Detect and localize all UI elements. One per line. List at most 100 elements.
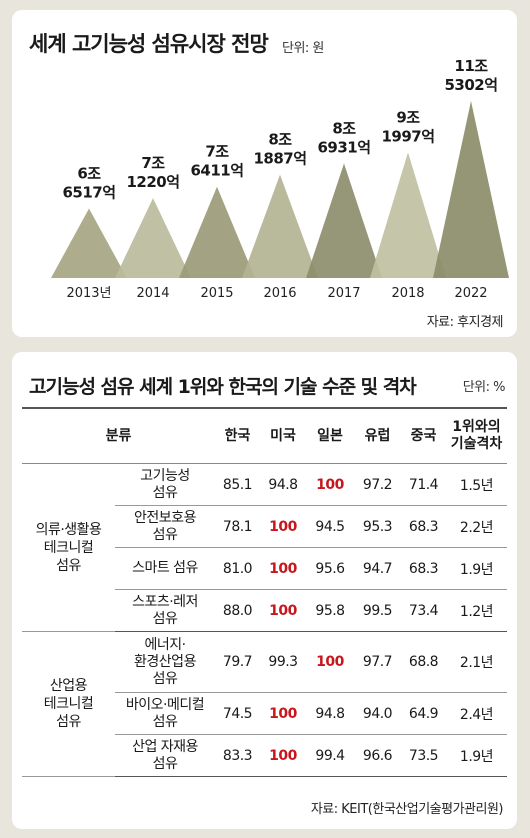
cell-usa: 100 (260, 734, 306, 777)
category-label: 안전보호용 섬유 (115, 505, 215, 548)
value-label-5-1: 1997억 (381, 127, 434, 145)
cell-china: 68.8 (401, 631, 446, 693)
cell-japan: 94.8 (306, 692, 354, 735)
cell-gap: 2.2년 (446, 505, 507, 548)
category-label: 스마트 섬유 (115, 547, 215, 590)
group-label-line: 섬유 (56, 557, 81, 574)
area-peak-5 (370, 152, 446, 278)
cell-europe: 95.3 (354, 505, 401, 548)
cell-japan: 95.8 (306, 589, 354, 632)
x-tick-label-4: 2017 (327, 286, 360, 301)
cell-usa: 100 (260, 692, 306, 735)
cell-usa: 100 (260, 547, 306, 590)
value-label-0-1: 6517억 (62, 184, 115, 202)
area-peak-4 (306, 163, 382, 278)
cell-gap: 1.2년 (446, 589, 507, 632)
market-forecast-panel: 세계 고기능성 섬유시장 전망 단위: 원 6조 6517억 2013년 7조 1220… (12, 10, 517, 337)
cell-gap: 1.9년 (446, 734, 507, 777)
cell-europe: 99.5 (354, 589, 401, 632)
area-peak-2 (179, 186, 255, 278)
group-label-line: 테크니컬 (43, 539, 94, 556)
cell-china: 64.9 (401, 692, 446, 735)
group-label-line: 테크니컬 (43, 696, 94, 712)
value-label-4-0: 8조 (332, 120, 356, 138)
cell-gap: 2.4년 (446, 692, 507, 735)
cell-korea: 81.0 (215, 547, 260, 590)
cell-japan: 94.5 (306, 505, 354, 548)
x-tick-label-3: 2016 (263, 286, 296, 301)
header-europe: 유럽 (354, 407, 401, 464)
header-gap-line1: 1위와의 (452, 419, 501, 435)
category-label-line: 산업 자재용 (132, 738, 198, 755)
header-gap: 1위와의 기술격차 (446, 407, 507, 464)
value-label-2-0: 7조 (205, 143, 229, 161)
table-unit-label: 단위: % (462, 380, 506, 395)
cell-korea: 78.1 (215, 505, 260, 548)
cell-europe: 94.7 (354, 547, 401, 590)
value-label-5-0: 9조 (396, 108, 420, 126)
category-label-line: 에너지· (144, 636, 186, 653)
table-row: 스포츠·레저 섬유 88.0 100 95.8 99.5 73.4 1.2년 (22, 589, 507, 632)
category-label-line: 섬유 (152, 484, 178, 501)
cell-europe: 97.7 (354, 631, 401, 693)
category-label-line: 스마트 섬유 (132, 560, 198, 576)
category-label-line: 섬유 (152, 526, 178, 543)
header-usa: 미국 (260, 407, 306, 464)
tech-gap-panel: 고기능성 섬유 세계 1위와 한국의 기술 수준 및 격차 단위: % 분류 한… (12, 352, 517, 829)
area-peak-1 (115, 198, 191, 278)
value-label-3-1: 1887억 (253, 150, 306, 168)
header-korea: 한국 (215, 407, 260, 464)
group-label-line: 섬유 (56, 714, 81, 730)
header-gap-line2: 기술격차 (450, 436, 503, 452)
group-label: 의류·생활용 테크니컬 섬유 (22, 463, 115, 632)
category-label-line: 환경산업용 (134, 653, 196, 670)
cell-china: 68.3 (401, 547, 446, 590)
cell-china: 73.4 (401, 589, 446, 632)
table-title: 고기능성 섬유 세계 1위와 한국의 기술 수준 및 격차 (29, 376, 417, 398)
cell-europe: 96.6 (354, 734, 401, 777)
value-label-4-1: 6931억 (317, 139, 370, 157)
x-tick-label-1: 2014 (136, 286, 169, 301)
category-label-line: 섬유 (152, 670, 178, 687)
cell-gap: 1.5년 (446, 463, 507, 506)
cell-gap: 2.1년 (446, 631, 507, 693)
chart-unit-label: 단위: 원 (282, 41, 324, 56)
table-row: 의류·생활용 테크니컬 섬유 고기능성 섬유 85.1 94.8 100 97.2 71.4 1.5… (22, 463, 507, 632)
cell-europe: 94.0 (354, 692, 401, 735)
cell-china: 73.5 (401, 734, 446, 777)
cell-gap: 1.9년 (446, 547, 507, 590)
group-label: 산업용 테크니컬 섬유 (22, 631, 115, 777)
market-forecast-chart: 6조6517억2013년7조1220억20147조6411억20158조1887… (51, 57, 509, 301)
x-tick-label-0: 2013년 (66, 286, 111, 301)
cell-korea: 79.7 (215, 631, 260, 693)
category-label: 스포츠·레저 섬유 (115, 589, 215, 632)
x-tick-label-2: 2015 (200, 286, 233, 301)
value-label-0-0: 6조 (77, 165, 101, 183)
cell-china: 68.3 (401, 505, 446, 548)
category-label-line: 안전보호용 (134, 509, 196, 526)
category-label-line: 스포츠·레저 (132, 593, 198, 610)
value-label-3-0: 8조 (268, 131, 292, 149)
category-label-line: 섬유 (152, 713, 178, 730)
header-japan: 일본 (306, 407, 354, 464)
cell-china: 71.4 (401, 463, 446, 506)
category-label: 산업 자재용 섬유 (115, 734, 215, 777)
category-label: 바이오·메디컬 섬유 (115, 692, 215, 735)
header-category: 분류 (22, 407, 215, 464)
cell-usa: 100 (260, 589, 306, 632)
cell-europe: 97.2 (354, 463, 401, 506)
table-row: 산업 자재용 섬유 83.3 100 99.4 96.6 73.5 1.9년 (22, 734, 507, 777)
table-row: 바이오·메디컬 섬유 74.5 100 94.8 94.0 64.9 2.4년 (22, 692, 507, 735)
value-label-1-0: 7조 (141, 154, 165, 172)
table-row: 스마트 섬유 81.0 100 95.6 94.7 68.3 1.9년 (22, 547, 507, 590)
category-label-line: 섬유 (152, 610, 178, 627)
area-peak-0 (51, 208, 127, 278)
category-label: 고기능성 섬유 (115, 463, 215, 506)
table-source: 자료: KEIT(한국산업기술평가관리원) (310, 802, 504, 817)
chart-title: 세계 고기능성 섬유시장 전망 (29, 32, 269, 56)
area-peak-6 (433, 101, 509, 278)
value-label-1-1: 1220억 (126, 173, 179, 191)
category-label-line: 바이오·메디컬 (125, 696, 205, 713)
table-row: 안전보호용 섬유 78.1 100 94.5 95.3 68.3 2.2년 (22, 505, 507, 548)
group-label-line: 의류·생활용 (35, 521, 102, 538)
